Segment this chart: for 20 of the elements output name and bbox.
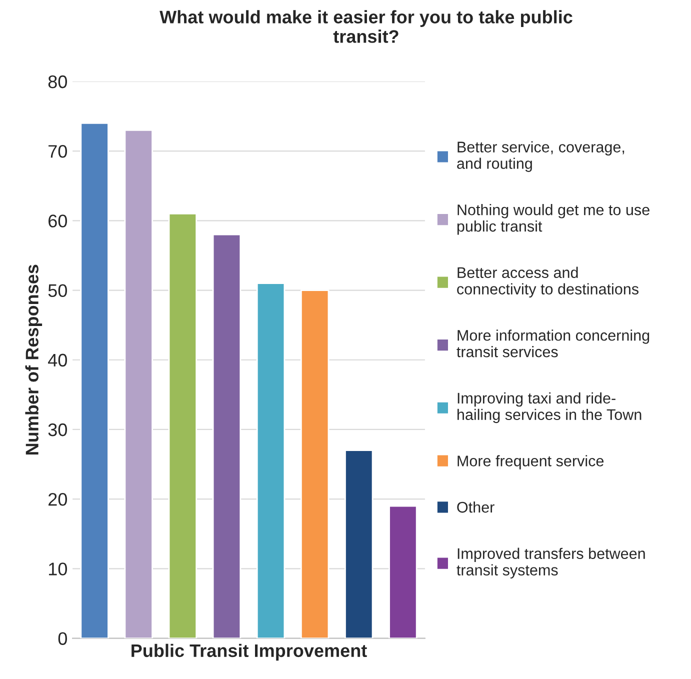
y-tick-label: 20 <box>48 493 67 506</box>
legend-label: Other <box>457 501 494 513</box>
legend-label: Better service, coverage, and routing <box>457 141 624 172</box>
y-tick-label: 70 <box>48 145 67 158</box>
chart-title: What would make it easier for you to take public transit? <box>160 10 572 43</box>
y-tick-label: 60 <box>48 214 67 228</box>
legend-label: More frequent service <box>458 455 604 470</box>
legend-label: Better access and connectivity to destinations <box>457 266 638 298</box>
legend-label: Nothing would get me to use public transit <box>457 204 650 235</box>
y-tick-label: 40 <box>48 354 67 367</box>
legend-label: More information concerning transit services <box>456 330 650 358</box>
legend-label: Improving taxi and ride- hailing services in the Town <box>458 392 642 424</box>
legend-label: Improved transfers between transit systems <box>456 548 645 578</box>
y-tick-label: 80 <box>48 75 67 88</box>
y-tick-label: 30 <box>48 423 67 436</box>
y-axis-title: Number of Responses <box>25 264 42 454</box>
x-axis-title: Public Transit Improvement <box>132 644 367 661</box>
y-tick-label: 0 <box>58 632 67 645</box>
y-tick-label: 10 <box>48 562 67 576</box>
y-tick-label: 50 <box>48 284 67 297</box>
